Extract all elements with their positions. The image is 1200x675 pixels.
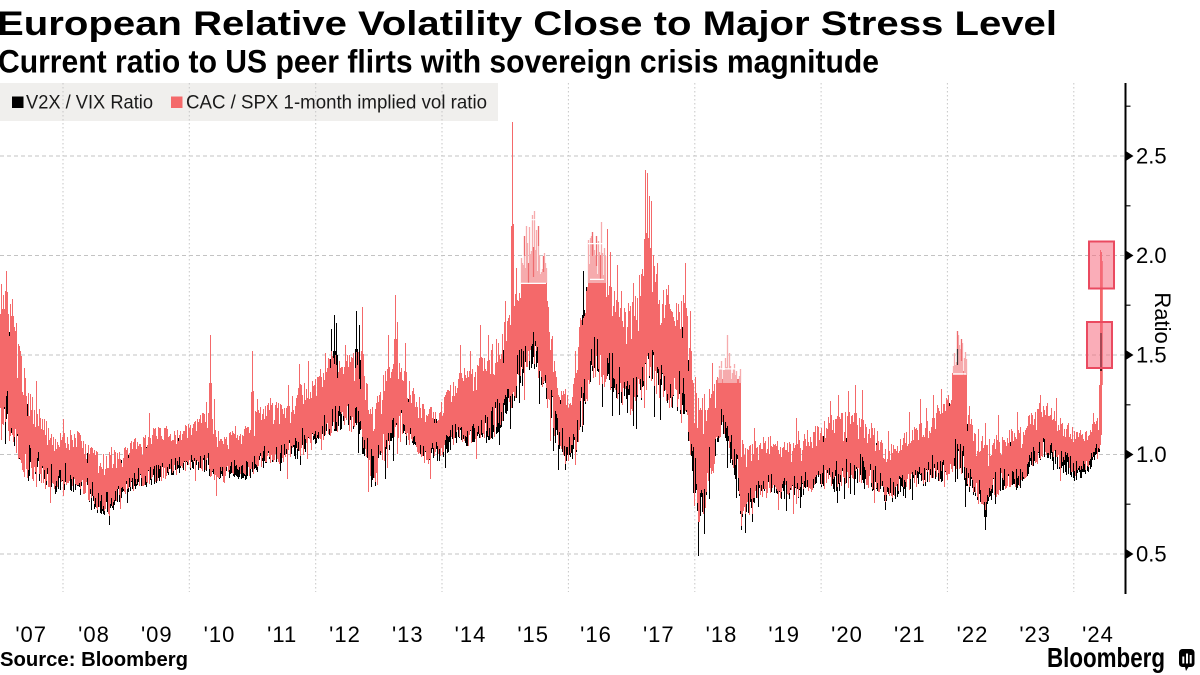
svg-text:'11: '11 xyxy=(267,622,297,647)
svg-text:'24: '24 xyxy=(1082,622,1114,647)
svg-text:2.0: 2.0 xyxy=(1136,243,1167,268)
svg-text:V2X / VIX Ratio: V2X / VIX Ratio xyxy=(26,92,153,114)
svg-text:'19: '19 xyxy=(768,622,800,647)
svg-text:1.5: 1.5 xyxy=(1136,343,1167,368)
svg-text:Source: Bloomberg: Source: Bloomberg xyxy=(0,649,188,671)
svg-text:'18: '18 xyxy=(706,622,738,647)
svg-text:2.5: 2.5 xyxy=(1136,144,1167,169)
svg-text:1.0: 1.0 xyxy=(1136,442,1167,467)
svg-text:'20: '20 xyxy=(831,622,863,647)
svg-text:'21: '21 xyxy=(894,622,926,647)
svg-text:CAC / SPX 1-month implied vol: CAC / SPX 1-month implied vol ratio xyxy=(186,92,487,114)
svg-text:'17: '17 xyxy=(643,622,675,647)
svg-text:'07: '07 xyxy=(15,622,47,647)
svg-text:Ratio: Ratio xyxy=(1150,292,1175,343)
svg-text:'10: '10 xyxy=(204,622,236,647)
svg-text:'22: '22 xyxy=(957,622,989,647)
svg-text:'08: '08 xyxy=(78,622,110,647)
svg-text:Current ratio to US peer flirt: Current ratio to US peer flirts with sov… xyxy=(0,44,879,80)
svg-text:'09: '09 xyxy=(141,622,173,647)
svg-text:'15: '15 xyxy=(517,622,549,647)
svg-text:Bloomberg: Bloomberg xyxy=(1047,642,1165,673)
svg-text:'12: '12 xyxy=(329,622,361,647)
svg-text:'16: '16 xyxy=(580,622,612,647)
svg-text:European Relative Volatility C: European Relative Volatility Close to Ma… xyxy=(0,5,1057,43)
svg-text:'13: '13 xyxy=(392,622,424,647)
svg-text:'23: '23 xyxy=(1019,622,1051,647)
svg-text:'14: '14 xyxy=(455,622,487,647)
svg-text:0.5: 0.5 xyxy=(1136,542,1167,567)
